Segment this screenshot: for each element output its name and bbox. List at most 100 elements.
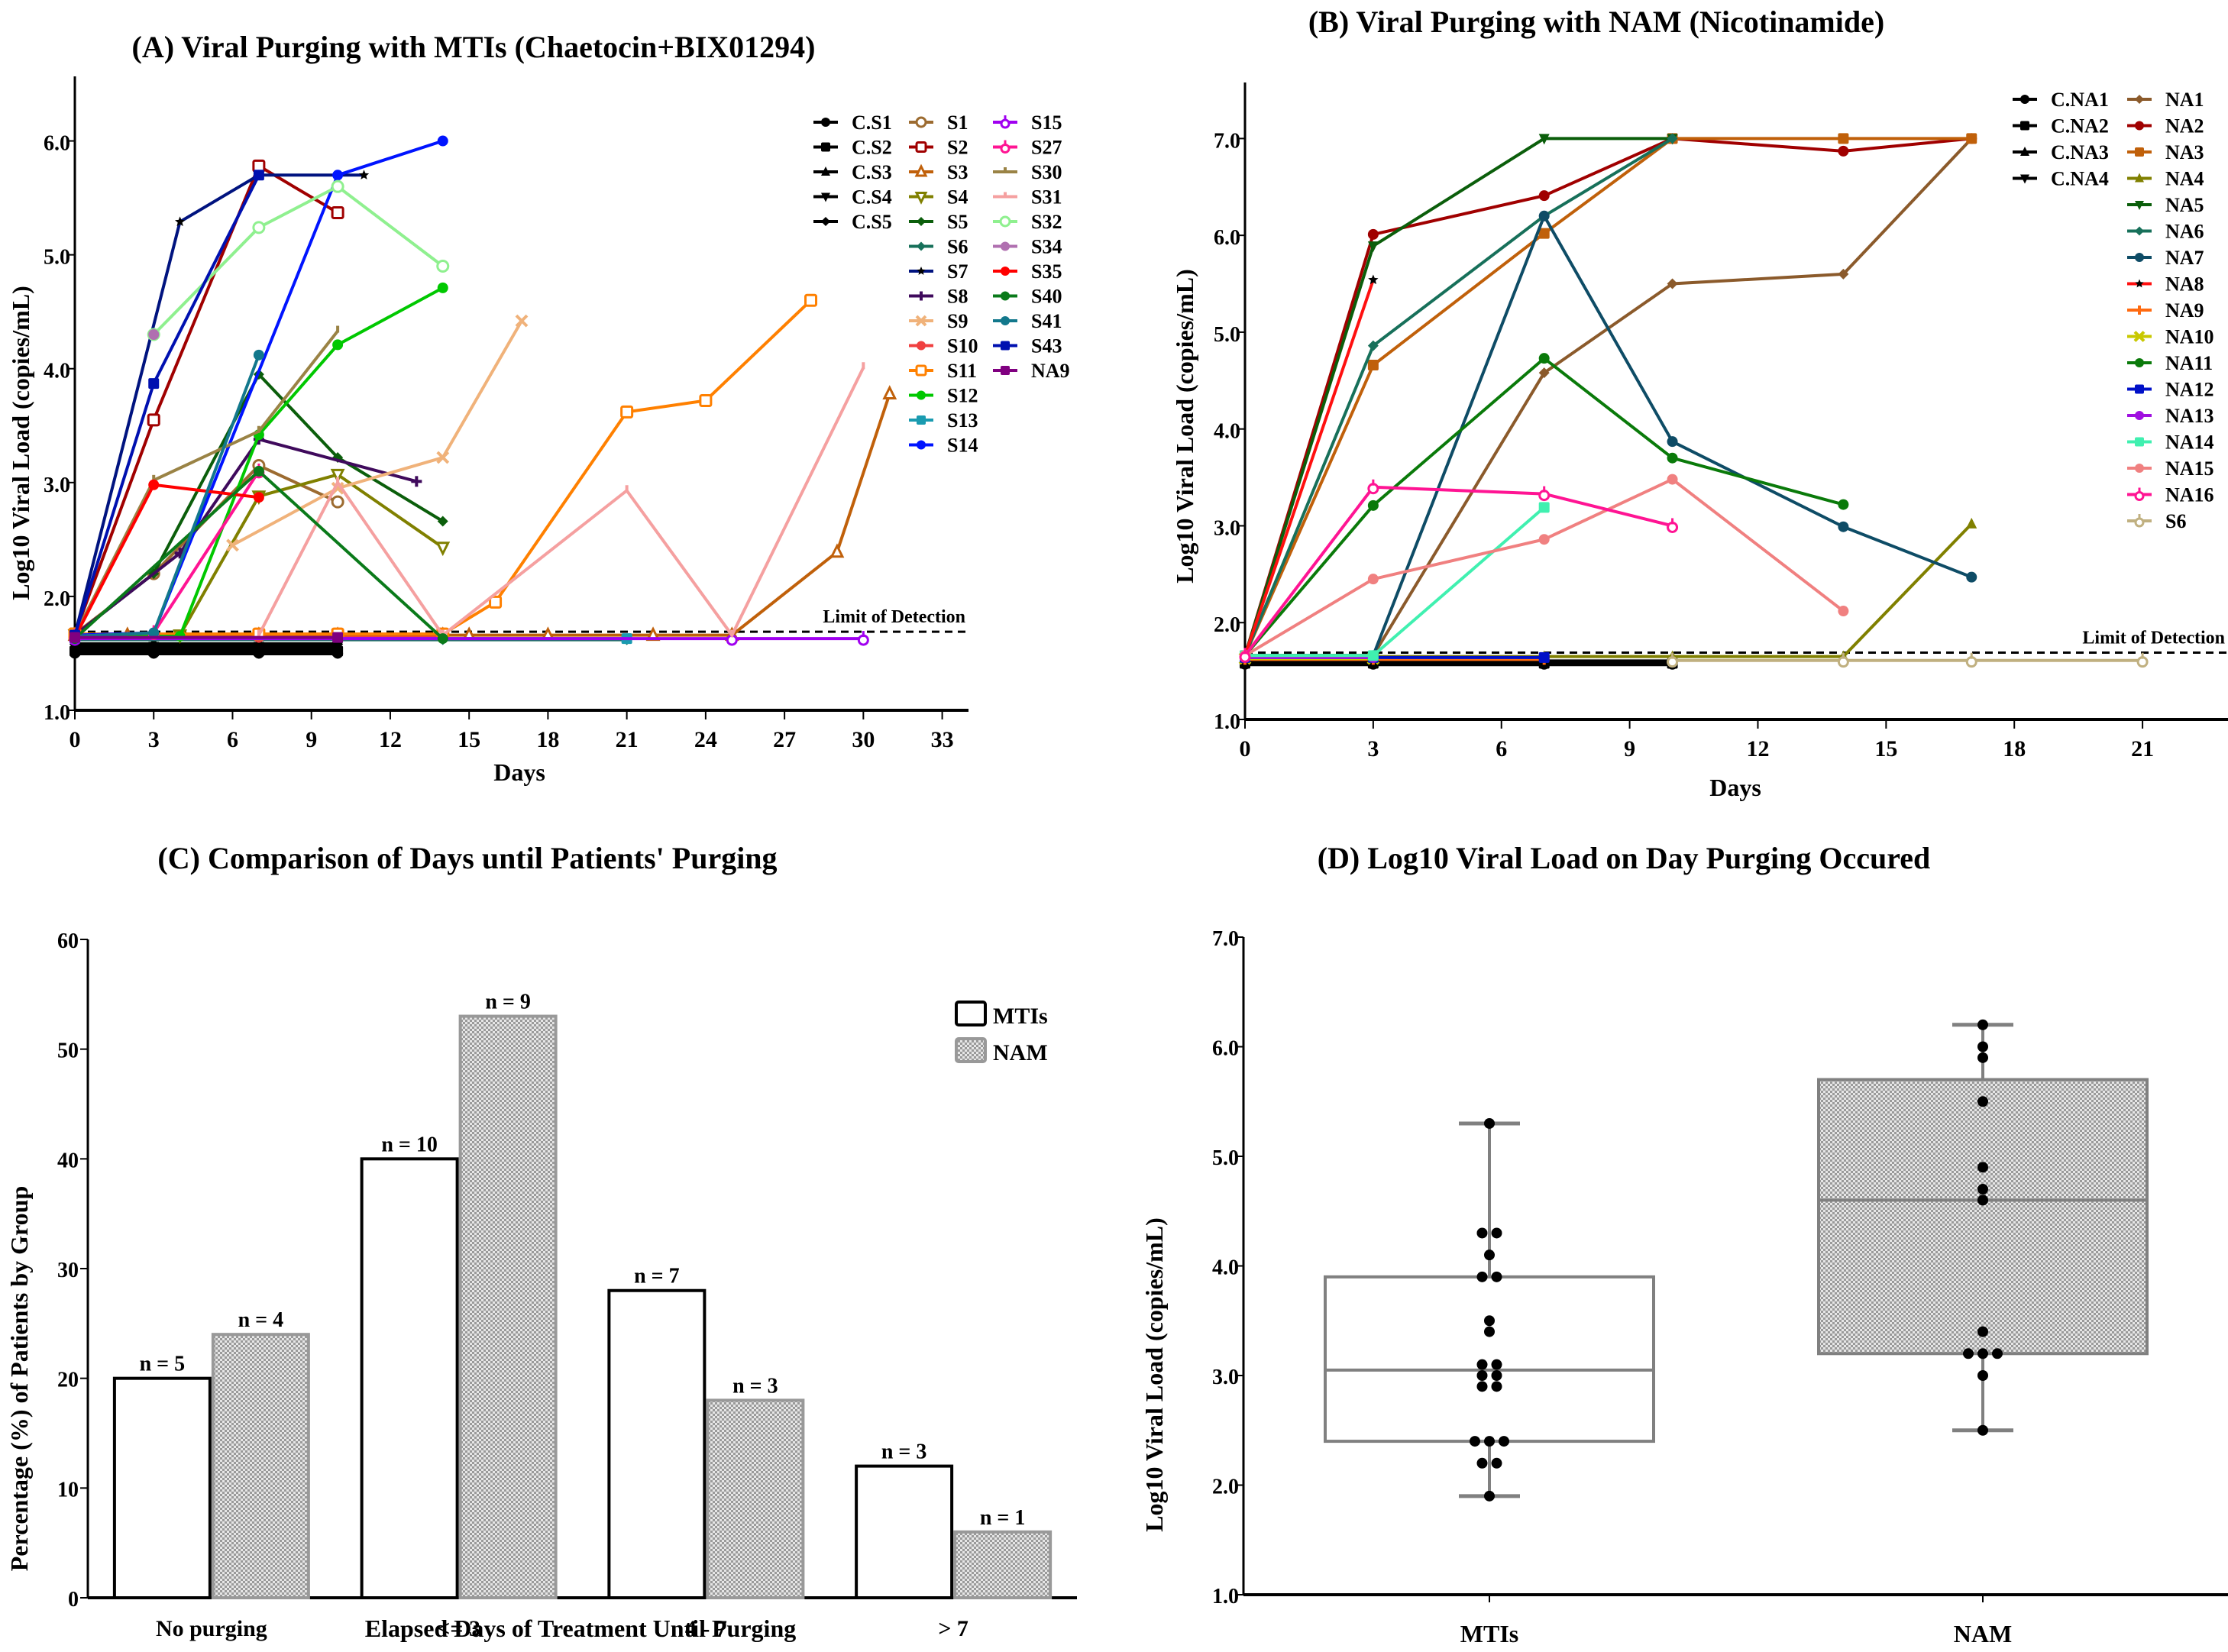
legend-marker bbox=[1000, 115, 1011, 129]
legend-item: S6 bbox=[909, 236, 968, 258]
x-tick-label: 4 - 7 bbox=[685, 1616, 727, 1641]
data-point bbox=[1484, 1436, 1495, 1447]
data-point bbox=[1667, 278, 1678, 289]
legend-label: S9 bbox=[947, 310, 968, 332]
data-point bbox=[1992, 1348, 2003, 1359]
data-point bbox=[857, 631, 869, 646]
data-point bbox=[226, 538, 239, 552]
data-point bbox=[330, 468, 345, 483]
legend-marker bbox=[914, 163, 928, 177]
legend-item: S13 bbox=[909, 409, 978, 432]
box-mtis: MTIs bbox=[1324, 1117, 1655, 1647]
series-na3 bbox=[1240, 133, 1977, 661]
legend-item: C.S2 bbox=[813, 137, 892, 159]
legend-marker bbox=[915, 141, 927, 153]
legend-label: NA11 bbox=[2165, 352, 2213, 374]
series-s6 bbox=[1667, 652, 2149, 668]
legend-item: S32 bbox=[993, 211, 1062, 233]
data-point bbox=[1538, 534, 1550, 545]
legend-marker bbox=[821, 217, 830, 226]
legend-item: S7 bbox=[909, 260, 968, 283]
data-point bbox=[1367, 360, 1379, 371]
x-tick-label: 15 bbox=[1874, 736, 1897, 761]
legend-marker bbox=[917, 267, 926, 275]
legend-label: S7 bbox=[947, 260, 968, 283]
legend-item: S31 bbox=[993, 186, 1062, 209]
marker-ring bbox=[1000, 144, 1011, 154]
data-point bbox=[435, 542, 451, 557]
series-na1 bbox=[1240, 133, 1977, 661]
data-point bbox=[148, 627, 160, 638]
legend-label: NA6 bbox=[2165, 221, 2204, 243]
bar-data-label: n = 4 bbox=[238, 1308, 284, 1332]
legend-marker bbox=[917, 415, 926, 425]
series-line bbox=[1243, 279, 1375, 656]
data-point bbox=[1476, 1370, 1488, 1381]
legend-label: S27 bbox=[1031, 137, 1062, 159]
bar-nam bbox=[706, 1398, 805, 1600]
legend-marker bbox=[914, 192, 928, 205]
data-point bbox=[804, 293, 818, 307]
chart-d-title: (D) Log10 Viral Load on Day Purging Occu… bbox=[1318, 841, 1931, 875]
legend-item: S34 bbox=[993, 236, 1062, 258]
legend-label: S32 bbox=[1031, 211, 1062, 233]
legend-marker bbox=[917, 390, 926, 400]
legend-marker bbox=[2135, 201, 2144, 210]
legend-label: S40 bbox=[1031, 286, 1062, 308]
data-point bbox=[1838, 133, 1849, 144]
legend-label: C.NA1 bbox=[2051, 89, 2109, 111]
y-tick-label: 30 bbox=[57, 1259, 79, 1282]
x-tick-label: 15 bbox=[458, 727, 480, 752]
legend-item: NA3 bbox=[2127, 141, 2204, 163]
legend-marker bbox=[2020, 121, 2029, 131]
series-line bbox=[73, 437, 417, 637]
legend-item: S6 bbox=[2127, 510, 2186, 532]
chart-a-svg: (A) Viral Purging with MTIs (Chaetocin+B… bbox=[7, 30, 1070, 786]
x-tick-label: > 7 bbox=[938, 1616, 968, 1641]
box-nam: NAM bbox=[1817, 1019, 2149, 1647]
legend-marker bbox=[2020, 174, 2029, 184]
legend-item: S8 bbox=[909, 286, 968, 308]
legend-label: C.S1 bbox=[852, 112, 892, 134]
series-s32 bbox=[147, 179, 450, 341]
panel-c-bar-chart: (C) Comparison of Days until Patients' P… bbox=[0, 825, 1115, 1652]
legend-label: NA10 bbox=[2165, 326, 2214, 348]
box-iqr bbox=[1324, 1275, 1655, 1443]
legend-item: S3 bbox=[909, 161, 968, 183]
data-point bbox=[148, 329, 160, 340]
data-point bbox=[253, 349, 264, 360]
legend-marker bbox=[2135, 95, 2144, 104]
x-tick-label: 12 bbox=[379, 727, 402, 752]
legend-item: S4 bbox=[909, 186, 968, 209]
legend-label: S3 bbox=[947, 161, 968, 183]
x-tick-label: 27 bbox=[773, 727, 796, 752]
legend-label: C.NA4 bbox=[2051, 168, 2109, 190]
series-na15 bbox=[1240, 474, 1849, 661]
data-point bbox=[1367, 574, 1379, 585]
legend-item: C.NA4 bbox=[2013, 168, 2109, 190]
data-point bbox=[332, 170, 344, 181]
legend-item: S1 bbox=[909, 112, 968, 134]
data-point bbox=[175, 216, 186, 227]
y-tick-label: 3.0 bbox=[1214, 516, 1240, 540]
x-tick-label: 18 bbox=[536, 727, 559, 752]
series-s43 bbox=[70, 170, 264, 641]
legend-item: S43 bbox=[993, 335, 1062, 357]
series-line bbox=[73, 173, 364, 636]
legend-marker bbox=[2135, 253, 2144, 262]
y-tick-label: 40 bbox=[57, 1149, 79, 1172]
data-point bbox=[1667, 133, 1678, 144]
legend-marker bbox=[2020, 95, 2029, 104]
y-tick-label: 5.0 bbox=[44, 246, 70, 270]
legend-marker bbox=[1001, 241, 1010, 251]
legend-item: NA11 bbox=[2127, 352, 2213, 374]
legend-item: NA16 bbox=[2127, 484, 2214, 506]
panel-a-mtis-line-chart: (A) Viral Purging with MTIs (Chaetocin+B… bbox=[0, 0, 1115, 802]
data-point bbox=[148, 479, 160, 490]
y-tick-label: 4.0 bbox=[1214, 420, 1240, 444]
legend-label: S8 bbox=[947, 286, 968, 308]
legend-marker bbox=[2135, 437, 2144, 447]
legend-item: NA14 bbox=[2127, 432, 2214, 454]
chart-a-title: (A) Viral Purging with MTIs (Chaetocin+B… bbox=[132, 30, 816, 64]
data-point bbox=[489, 595, 503, 609]
